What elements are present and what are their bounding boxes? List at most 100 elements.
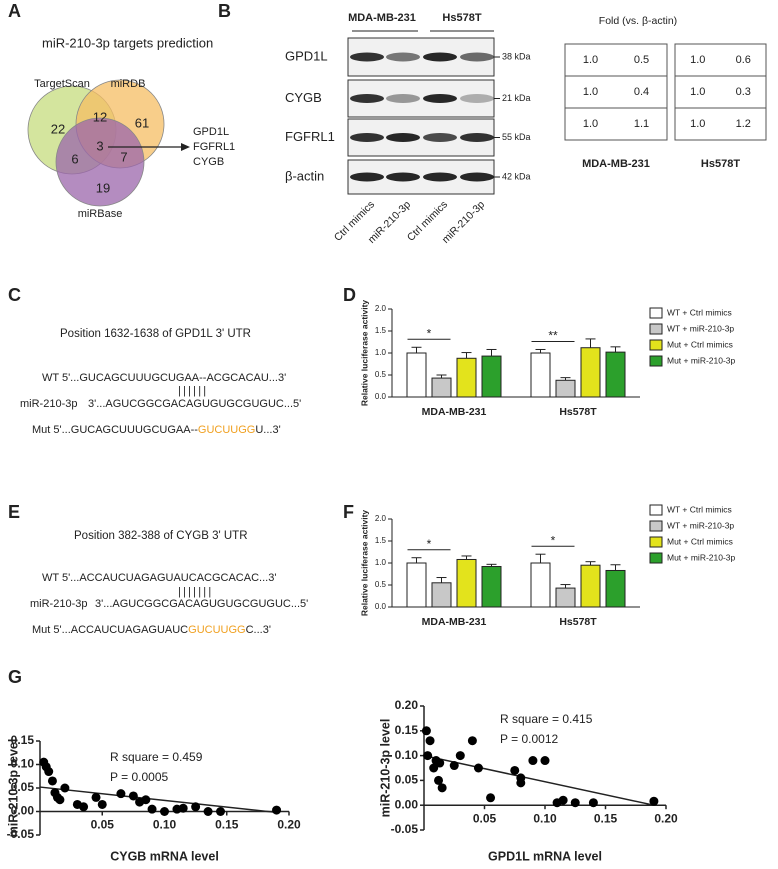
- table-cell: 0.6: [736, 54, 751, 66]
- legend-label: Mut + Ctrl mimics: [667, 536, 733, 546]
- x-axis-label: GPD1L mRNA level: [488, 849, 602, 863]
- y-tick-label: 1.5: [375, 326, 387, 335]
- y-tick-label: 1.0: [375, 348, 387, 357]
- bar: [530, 352, 551, 398]
- target-gene: FGFRL1: [193, 141, 235, 153]
- point: [421, 726, 431, 736]
- y-tick-label: 1.5: [375, 536, 387, 545]
- pairing: |||||||: [178, 586, 213, 598]
- pairing: ||||||: [178, 385, 208, 397]
- point: [473, 763, 483, 773]
- y-tick-label: 0.10: [395, 748, 419, 762]
- blot-band: [423, 52, 457, 62]
- significance-label: *: [551, 533, 556, 547]
- venn-set-label: miRBase: [78, 208, 123, 220]
- size-label: 38 kDa: [502, 51, 531, 61]
- point: [516, 778, 526, 788]
- x-tick-label: MDA-MB-231: [422, 406, 487, 418]
- legend-label: Mut + miR-210-3p: [667, 552, 736, 562]
- legend-swatch: [649, 536, 663, 548]
- x-tick-label: Hs578T: [559, 406, 597, 418]
- point: [191, 802, 201, 812]
- significance-label: **: [548, 329, 558, 343]
- bar: [605, 351, 626, 398]
- annotation: R square = 0.415: [500, 712, 593, 726]
- point: [272, 805, 282, 815]
- mut-part: Mut 5'...ACCAUCUAGAGUAUC: [32, 624, 188, 636]
- legend-swatch: [649, 339, 663, 351]
- point: [570, 798, 580, 808]
- point: [455, 751, 465, 761]
- x-axis-label: CYGB mRNA level: [110, 849, 219, 863]
- wt-sequence: WT 5'...ACCAUCUAGAGUAUCACGCACAC...3': [42, 572, 276, 584]
- point: [434, 775, 444, 785]
- size-label: 55 kDa: [502, 132, 531, 142]
- point: [588, 798, 598, 808]
- blot-band: [460, 133, 494, 142]
- blot-band: [423, 133, 457, 142]
- fit-line: [423, 754, 655, 806]
- table-cell: 0.4: [634, 86, 649, 98]
- blot-band: [350, 133, 384, 142]
- venn-title: miR-210-3p targets prediction: [42, 35, 213, 50]
- point: [510, 765, 520, 775]
- table-cell: 1.1: [634, 118, 649, 130]
- point: [449, 761, 459, 771]
- point: [467, 736, 477, 746]
- venn-count: 61: [135, 115, 149, 130]
- mut-sequence: Mut 5'...ACCAUCUAGAGUAUCGUCUUGGC...3': [32, 624, 271, 636]
- table-cell: 1.0: [583, 54, 598, 66]
- point: [141, 795, 151, 805]
- mirna-name: miR-210-3p: [20, 398, 77, 410]
- panel-letter: A: [8, 1, 21, 21]
- bar: [406, 352, 427, 398]
- point: [437, 783, 447, 793]
- venn-count: 3: [96, 138, 103, 153]
- x-tick-label: 0.15: [215, 818, 239, 832]
- table-cell: 0.5: [634, 54, 649, 66]
- panel-letter: G: [8, 667, 22, 687]
- point: [528, 756, 538, 766]
- point: [423, 751, 433, 761]
- target-gene: CYGB: [193, 156, 224, 168]
- bar: [456, 558, 477, 608]
- table-label: MDA-MB-231: [582, 158, 650, 170]
- cell-line-label: Hs578T: [442, 12, 481, 24]
- legend-label: WT + miR-210-3p: [667, 520, 734, 530]
- blot-band: [350, 52, 384, 62]
- y-tick-label: -0.05: [391, 822, 419, 836]
- point: [429, 763, 439, 773]
- y-tick-label: -0.05: [7, 827, 35, 841]
- significance-label: *: [427, 537, 432, 551]
- legend-label: WT + miR-210-3p: [667, 323, 734, 333]
- point: [79, 802, 89, 812]
- point: [128, 791, 138, 801]
- x-tick-label: 0.10: [533, 811, 557, 825]
- bar: [481, 566, 502, 608]
- significance-label: *: [427, 326, 432, 340]
- legend-label: Mut + miR-210-3p: [667, 355, 736, 365]
- x-tick-label: 0.05: [473, 811, 497, 825]
- point: [540, 756, 550, 766]
- x-tick-label: Hs578T: [559, 616, 597, 628]
- y-tick-label: 0.00: [11, 804, 35, 818]
- mut-part: GUCUUGG: [188, 624, 245, 636]
- point: [435, 758, 445, 768]
- point: [160, 807, 169, 816]
- blot-band: [386, 172, 420, 182]
- blot-band: [423, 172, 457, 182]
- point: [55, 795, 65, 805]
- y-tick-label: 0.05: [395, 773, 419, 787]
- size-label: 21 kDa: [502, 93, 531, 103]
- y-tick-label: 0.10: [11, 757, 35, 771]
- point: [558, 795, 568, 805]
- protein-label: GPD1L: [285, 48, 328, 63]
- venn-count: 19: [96, 180, 110, 195]
- blot-band: [350, 172, 384, 182]
- bar: [406, 562, 427, 608]
- panel-letter: E: [8, 502, 20, 522]
- legend-swatch: [649, 504, 663, 516]
- x-tick-label: 0.05: [91, 818, 115, 832]
